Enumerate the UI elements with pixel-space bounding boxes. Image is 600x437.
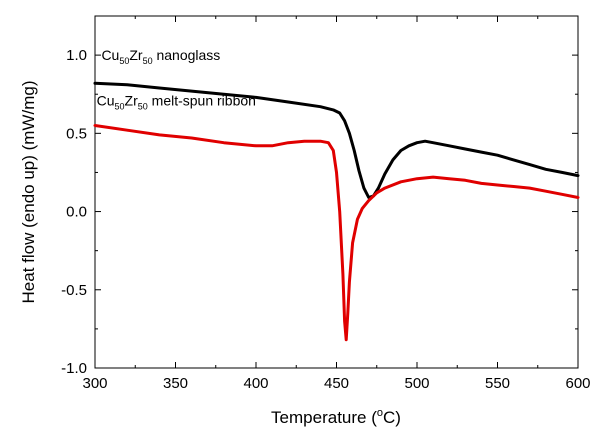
annotations: Cu50Zr50 nanoglass Cu50Zr50 melt-spun rib… [97, 47, 256, 111]
y-tick-label: -1.0 [61, 360, 87, 377]
x-axis-label-end: C) [383, 408, 401, 427]
annotation-nanoglass: Cu50Zr50 nanoglass [101, 47, 220, 66]
x-axis-label: Temperature (oC) [271, 407, 401, 427]
axis-ticks: 300 350 400 450 500 550 600 -1.0 -0.5 0.0 0.5 1.0 [61, 15, 591, 392]
x-tick-label: 600 [565, 375, 590, 392]
y-tick-label: -0.5 [61, 282, 87, 299]
x-axis-label-degree: o [377, 407, 383, 419]
annotation-ribbon: Cu50Zr50 melt-spun ribbon [97, 92, 256, 111]
x-tick-label: 450 [324, 375, 349, 392]
x-tick-label: 500 [404, 375, 429, 392]
y-axis-label: Heat flow (endo up) (mW/mg) [19, 81, 38, 304]
series-line-ribbon [93, 124, 580, 342]
x-tick-label: 300 [82, 375, 107, 392]
plot-frame [94, 15, 579, 369]
x-axis-label-main: Temperature ( [271, 408, 377, 427]
x-tick-label: 550 [485, 375, 510, 392]
y-tick-label: 1.0 [66, 47, 87, 64]
y-tick-label: 0.5 [66, 125, 87, 142]
x-tick-label: 400 [243, 375, 268, 392]
series-lines [93, 81, 580, 342]
x-tick-label: 350 [163, 375, 188, 392]
y-tick-label: 0.0 [66, 204, 87, 221]
